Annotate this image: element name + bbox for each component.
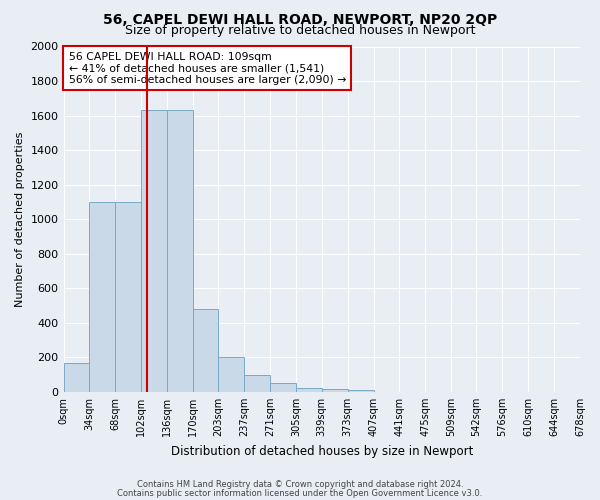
Bar [244, 374, 270, 392]
Bar [296, 388, 322, 392]
Bar [347, 390, 374, 392]
Bar [167, 110, 193, 392]
Bar [64, 364, 89, 392]
Text: Size of property relative to detached houses in Newport: Size of property relative to detached ho… [125, 24, 475, 37]
Text: 56 CAPEL DEWI HALL ROAD: 109sqm
← 41% of detached houses are smaller (1,541)
56%: 56 CAPEL DEWI HALL ROAD: 109sqm ← 41% of… [69, 52, 346, 85]
X-axis label: Distribution of detached houses by size in Newport: Distribution of detached houses by size … [170, 444, 473, 458]
Bar [141, 110, 167, 392]
Bar [218, 358, 244, 392]
Text: Contains public sector information licensed under the Open Government Licence v3: Contains public sector information licen… [118, 489, 482, 498]
Text: Contains HM Land Registry data © Crown copyright and database right 2024.: Contains HM Land Registry data © Crown c… [137, 480, 463, 489]
Bar [322, 390, 347, 392]
Text: 56, CAPEL DEWI HALL ROAD, NEWPORT, NP20 2QP: 56, CAPEL DEWI HALL ROAD, NEWPORT, NP20 … [103, 12, 497, 26]
Y-axis label: Number of detached properties: Number of detached properties [15, 132, 25, 307]
Bar [89, 202, 115, 392]
Bar [115, 202, 141, 392]
Bar [270, 384, 296, 392]
Bar [193, 309, 218, 392]
